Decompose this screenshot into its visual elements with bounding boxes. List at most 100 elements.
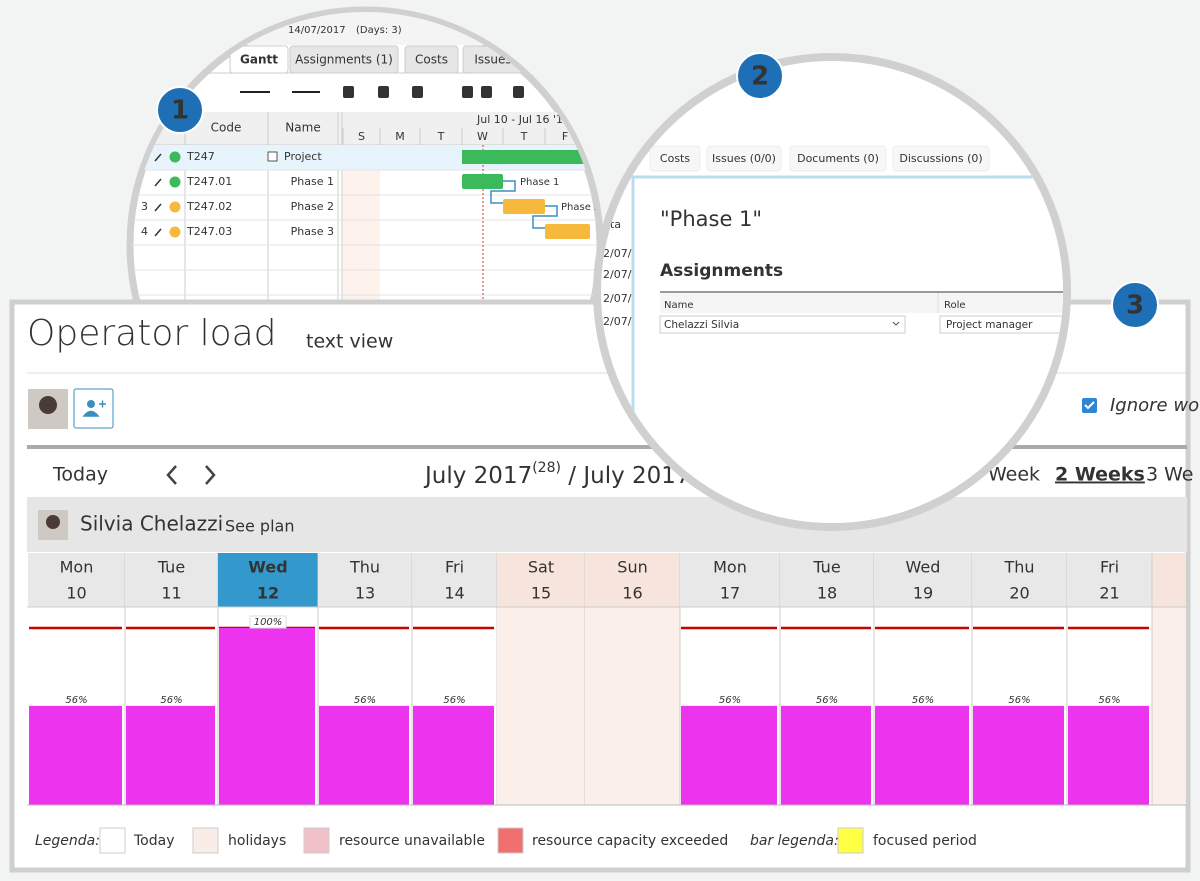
gantt-bar — [503, 199, 545, 214]
toolbar-icon[interactable] — [343, 86, 354, 98]
tab-label[interactable]: Documents (0) — [797, 152, 879, 165]
tab-label[interactable]: Costs — [660, 152, 690, 165]
tab[interactable] — [706, 145, 782, 172]
add-user-icon — [87, 400, 95, 408]
view-option[interactable]: Week — [988, 464, 1040, 486]
today-button[interactable]: Today — [52, 464, 108, 486]
add-user-button[interactable] — [73, 388, 114, 429]
day-header — [780, 553, 874, 607]
day-name: Sat — [528, 558, 554, 577]
edit-icon[interactable] — [154, 203, 162, 212]
day-header — [585, 553, 680, 607]
period: July 2017 — [423, 463, 532, 489]
phase-content: Costs Issues (0/0) Documents (0) Discussion… — [603, 145, 1080, 523]
load-bar — [681, 705, 777, 805]
load-label: 56% — [719, 695, 741, 706]
text-view-link[interactable]: text view — [306, 331, 393, 353]
next-arrow[interactable] — [205, 465, 216, 485]
day-date: 15 — [531, 584, 551, 603]
day-date: 14 — [444, 584, 464, 603]
toolbar-icon[interactable] — [513, 86, 524, 98]
edit-icon[interactable] — [154, 153, 162, 162]
table-header — [660, 293, 1063, 313]
row-code: T247.03 — [186, 225, 232, 238]
toolbar-icon[interactable] — [462, 86, 473, 98]
load-bar — [875, 705, 969, 805]
day-date: 16 — [622, 584, 642, 603]
load-bar — [1068, 705, 1149, 805]
row-number: 4 — [141, 225, 148, 238]
tab-label[interactable]: Costs — [415, 53, 448, 67]
bar-label: Phase 2 — [561, 202, 600, 213]
day-date: 12 — [257, 584, 279, 603]
header-date: 14/07/2017 — [288, 25, 346, 36]
legend-swatch — [837, 827, 864, 854]
tab[interactable] — [789, 145, 887, 172]
select-caret — [892, 321, 900, 326]
day-name: Thu — [1003, 558, 1034, 577]
step-number: 2 — [751, 62, 769, 92]
load-bar — [219, 628, 315, 805]
day-letter: T — [437, 130, 445, 143]
step-badge — [736, 52, 784, 100]
day-name: Wed — [906, 558, 941, 577]
toolbar-icon[interactable] — [481, 86, 492, 98]
role-select[interactable] — [939, 315, 1080, 334]
step-number: 3 — [1126, 291, 1144, 321]
step-badge — [156, 86, 204, 134]
section-title: Assignments — [660, 261, 783, 281]
step-number: 1 — [171, 96, 189, 126]
holiday-col — [585, 607, 680, 805]
person-row — [27, 497, 1187, 552]
day-date: 13 — [355, 584, 375, 603]
name-value[interactable]: Chelazzi Silvia — [664, 319, 739, 331]
week-label: Jul 10 - Jul 16 '1 — [476, 113, 563, 126]
tab-label[interactable]: Assignments (1) — [295, 53, 393, 67]
tab-label[interactable]: Gantt — [240, 53, 278, 67]
name-select[interactable] — [659, 315, 906, 334]
legend-label: focused period — [873, 833, 977, 849]
person-name: Silvia Chelazzi — [80, 512, 223, 536]
phase-zoom: Costs Issues (0/0) Documents (0) Discussion… — [593, 53, 1080, 531]
day-name: Wed — [248, 558, 287, 577]
day-name: Mon — [60, 558, 94, 577]
edit-icon[interactable] — [154, 178, 162, 187]
tab-label[interactable]: Issues (0/0) — [712, 152, 776, 165]
tab-label[interactable]: Discussions (0) — [899, 152, 982, 165]
load-label: 100% — [254, 617, 283, 628]
tab[interactable] — [892, 145, 990, 172]
collapse-box[interactable] — [267, 151, 278, 162]
day-letter: F — [562, 130, 568, 143]
day-name: Sun — [617, 558, 647, 577]
day-name: Thu — [349, 558, 380, 577]
status-dot — [169, 226, 181, 238]
tab[interactable] — [649, 145, 701, 172]
view-option[interactable]: 2 Weeks — [1055, 464, 1145, 486]
weekend-col — [343, 145, 380, 305]
add-user-icon — [82, 400, 106, 417]
status-dot — [169, 201, 181, 213]
role-value[interactable]: Project manager — [946, 319, 1033, 331]
day-header — [218, 553, 318, 607]
legend-label: holidays — [228, 833, 286, 849]
see-plan-link[interactable]: See plan — [225, 517, 294, 536]
day-name: Tue — [157, 558, 185, 577]
toolbar-icon[interactable] — [412, 86, 423, 98]
grid-header — [132, 112, 598, 145]
ignore-label: Ignore wo — [1110, 395, 1199, 416]
badges: 1 2 3 — [156, 52, 1159, 329]
prev-arrow[interactable] — [166, 465, 177, 485]
edit-icon[interactable] — [154, 228, 162, 237]
operator-load-panel: Operator load text view Ignore wo Today July… — [9, 299, 1199, 873]
load-bar — [413, 705, 494, 805]
period-rest: / July 2017 — [561, 463, 691, 489]
day-header — [680, 553, 780, 607]
col-header: Name — [664, 300, 694, 311]
load-bar — [29, 705, 122, 805]
day-name: Tue — [812, 558, 840, 577]
toolbar-icon[interactable] — [378, 86, 389, 98]
page-title: Operator load — [27, 313, 277, 354]
phase-title: "Phase 1" — [660, 207, 762, 231]
view-option[interactable]: 3 We — [1146, 464, 1194, 486]
partial-col — [1152, 607, 1186, 805]
